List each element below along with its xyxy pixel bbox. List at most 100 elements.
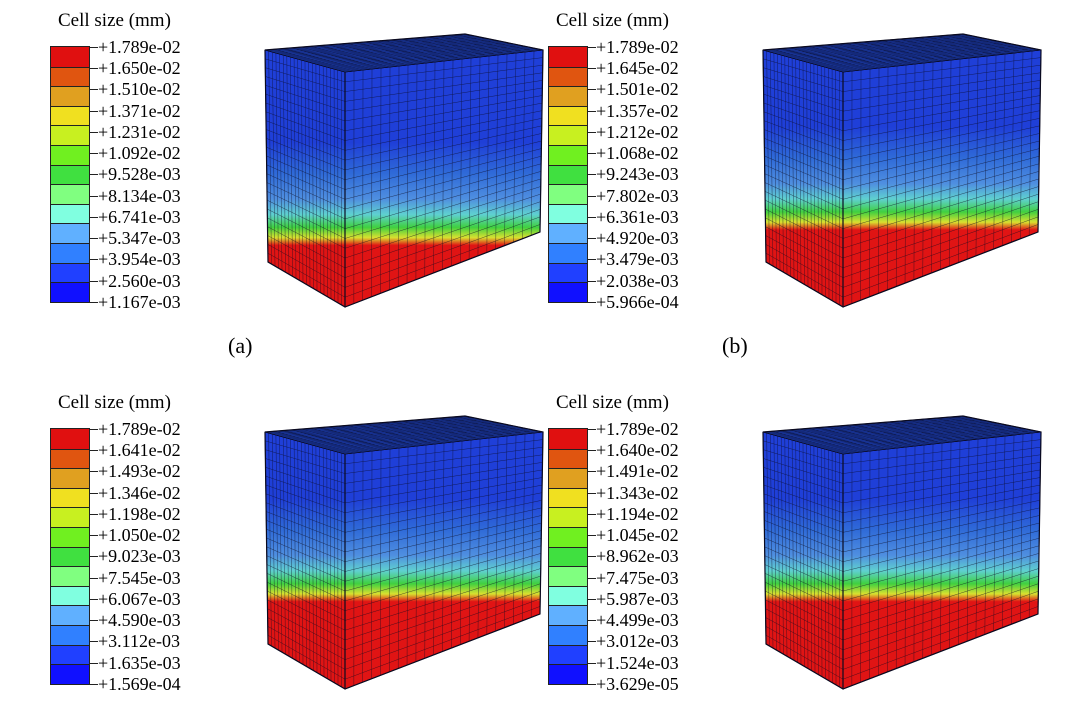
cube-contour-plot <box>748 22 1058 312</box>
legend-tick-label: +1.789e-02 <box>596 38 679 56</box>
legend-tick <box>588 641 596 642</box>
legend-tick <box>90 535 98 536</box>
legend-tick-label: +7.475e-03 <box>596 569 679 587</box>
legend-swatch <box>51 263 89 283</box>
legend-tick <box>588 620 596 621</box>
legend-swatch <box>51 204 89 224</box>
legend-swatch <box>549 488 587 508</box>
legend-tick-label: +9.023e-03 <box>98 547 181 565</box>
legend-swatch <box>549 605 587 625</box>
legend-swatch <box>549 645 587 665</box>
legend-tick-label: +1.789e-02 <box>98 420 181 438</box>
legend-swatch <box>549 86 587 106</box>
legend-tick-label: +1.212e-02 <box>596 123 679 141</box>
legend-swatch <box>51 282 89 302</box>
legend-swatch <box>51 547 89 567</box>
legend-swatch <box>549 165 587 185</box>
legend-tick-label: +3.954e-03 <box>98 250 181 268</box>
legend-swatch <box>51 184 89 204</box>
legend-tick-label: +1.493e-02 <box>98 462 181 480</box>
legend-tick <box>90 196 98 197</box>
legend-tick <box>588 174 596 175</box>
legend-swatch <box>549 204 587 224</box>
legend-tick-label: +6.067e-03 <box>98 590 181 608</box>
panel-b: Cell size (mm) +1.789e-02+1.645e-02+1.50… <box>548 10 1078 340</box>
legend-swatch <box>51 86 89 106</box>
legend-swatch <box>51 664 89 684</box>
legend-tick-label: +1.068e-02 <box>596 144 679 162</box>
legend-tick <box>588 47 596 48</box>
legend-tick <box>588 493 596 494</box>
legend-tick-label: +1.789e-02 <box>596 420 679 438</box>
legend-tick-label: +1.194e-02 <box>596 505 679 523</box>
legend-swatch <box>51 449 89 469</box>
legend-tick-label: +1.343e-02 <box>596 484 679 502</box>
legend-swatch <box>549 184 587 204</box>
legend-swatch <box>51 106 89 126</box>
legend-tick <box>90 620 98 621</box>
legend-swatch <box>549 125 587 145</box>
legend-tick-label: +1.635e-03 <box>98 654 181 672</box>
legend-swatch <box>51 507 89 527</box>
legend-tick-label: +1.371e-02 <box>98 102 181 120</box>
legend-swatch <box>549 625 587 645</box>
legend-tick-label: +9.243e-03 <box>596 165 679 183</box>
legend-swatch <box>549 243 587 263</box>
legend-tick <box>588 684 596 685</box>
legend-tick-label: +3.012e-03 <box>596 632 679 650</box>
legend-tick-label: +1.231e-02 <box>98 123 181 141</box>
legend-swatch <box>51 566 89 586</box>
legend-swatch <box>549 145 587 165</box>
legend-tick <box>588 196 596 197</box>
legend-swatch <box>549 263 587 283</box>
legend-swatch <box>51 125 89 145</box>
legend-swatch <box>549 527 587 547</box>
legend-tick-label: +1.491e-02 <box>596 462 679 480</box>
legend-tick <box>90 302 98 303</box>
panel-c: Cell size (mm) +1.789e-02+1.641e-02+1.49… <box>50 392 580 722</box>
legend-tick-label: +5.347e-03 <box>98 229 181 247</box>
legend-swatch <box>549 664 587 684</box>
cube-contour-plot <box>748 404 1058 694</box>
legend-tick <box>90 259 98 260</box>
legend-tick-label: +1.501e-02 <box>596 80 679 98</box>
legend-tick <box>90 514 98 515</box>
legend-swatch <box>51 625 89 645</box>
legend-tick-label: +2.038e-03 <box>596 272 679 290</box>
legend-tick <box>588 578 596 579</box>
legend-tick <box>90 174 98 175</box>
legend-tick <box>90 599 98 600</box>
legend-tick <box>90 663 98 664</box>
legend-swatch <box>549 282 587 302</box>
legend-tick-label: +3.629e-05 <box>596 675 679 693</box>
legend-tick-label: +7.802e-03 <box>596 187 679 205</box>
legend-tick <box>90 89 98 90</box>
legend-tick <box>90 684 98 685</box>
legend-tick <box>588 111 596 112</box>
legend-swatch <box>51 586 89 606</box>
legend-swatch <box>51 468 89 488</box>
legend-tick-label: +3.479e-03 <box>596 250 679 268</box>
legend-tick <box>90 68 98 69</box>
legend-tick-label: +4.499e-03 <box>596 611 679 629</box>
legend-tick <box>90 217 98 218</box>
legend-tick <box>90 471 98 472</box>
legend-tick-label: +9.528e-03 <box>98 165 181 183</box>
legend-tick <box>588 302 596 303</box>
legend-tick <box>90 429 98 430</box>
legend-tick-label: +5.987e-03 <box>596 590 679 608</box>
legend-tick-label: +6.361e-03 <box>596 208 679 226</box>
legend-tick <box>588 663 596 664</box>
legend-tick <box>588 450 596 451</box>
legend-title: Cell size (mm) <box>58 10 171 32</box>
legend-tick-label: +1.045e-02 <box>596 526 679 544</box>
legend-swatch <box>51 243 89 263</box>
legend-swatch <box>51 165 89 185</box>
legend-tick <box>588 217 596 218</box>
legend-tick-label: +5.966e-04 <box>596 293 679 311</box>
legend-tick <box>90 641 98 642</box>
legend-swatch <box>549 547 587 567</box>
legend-tick <box>90 47 98 48</box>
legend-tick <box>90 111 98 112</box>
legend-tick-label: +1.167e-03 <box>98 293 181 311</box>
